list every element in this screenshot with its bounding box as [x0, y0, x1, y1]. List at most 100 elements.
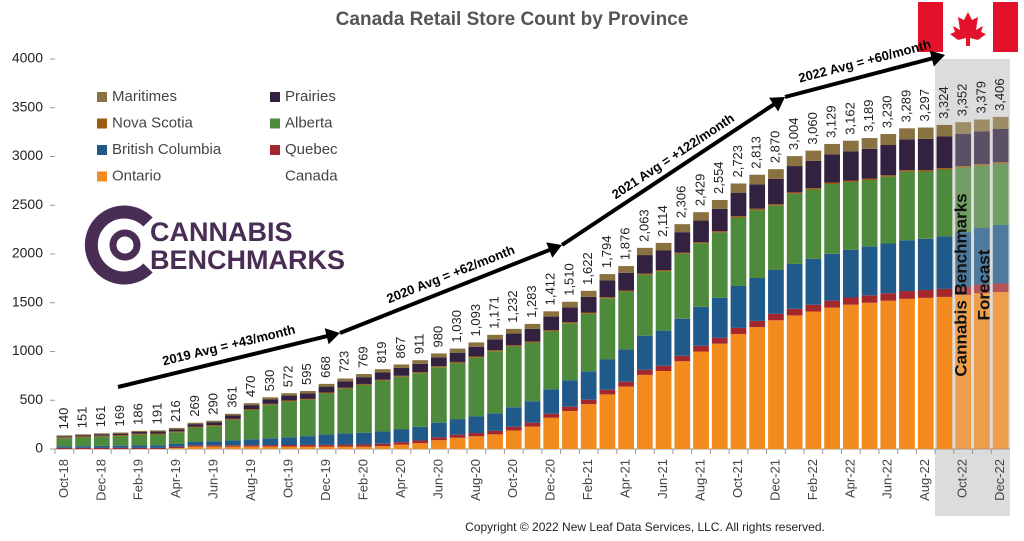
bar-segment	[412, 360, 429, 364]
total-label: 2,429	[692, 174, 707, 207]
bar-segment	[824, 182, 840, 184]
bar-segment	[150, 445, 166, 448]
bar-segment	[131, 430, 148, 433]
total-label: 151	[75, 407, 90, 429]
bar-segment	[974, 228, 990, 285]
bar-segment	[168, 432, 185, 444]
y-tick-label: 2500	[12, 196, 43, 212]
bar-segment	[636, 374, 653, 449]
bar-segment	[206, 425, 223, 427]
bar-segment	[112, 435, 129, 437]
total-label: 169	[112, 405, 127, 427]
bar-segment	[618, 291, 634, 350]
bar-segment	[412, 363, 429, 373]
bar-segment	[262, 399, 279, 404]
bar-segment	[131, 447, 148, 449]
bar-segment	[899, 291, 915, 299]
legend-label: Prairies	[285, 88, 336, 105]
bar-segment	[955, 294, 972, 449]
forecast-label: Cannabis Benchmarks	[951, 193, 970, 376]
bar-segment	[861, 148, 878, 179]
total-label: 572	[281, 366, 296, 388]
bar-segment	[955, 167, 972, 233]
bar-segment	[580, 371, 597, 400]
total-label: 3,060	[805, 112, 820, 145]
bar-segment	[599, 274, 616, 281]
bar-segment	[674, 253, 691, 319]
bar-segment	[861, 138, 878, 149]
bar-segment	[225, 446, 241, 449]
logo-text: BENCHMARKS	[150, 245, 345, 275]
total-label: 1,283	[524, 285, 539, 318]
total-label: 3,406	[992, 78, 1007, 111]
bar-segment	[861, 302, 878, 449]
bar-segment	[974, 131, 990, 165]
bar-segment	[93, 445, 110, 448]
annotation: 2022 Avg = +60/month	[797, 36, 933, 85]
bar-segment	[711, 232, 728, 298]
bar-segment	[262, 397, 279, 400]
chart-title: Canada Retail Store Count by Province	[336, 9, 689, 30]
bar-segment	[524, 328, 541, 342]
bar-segment	[374, 379, 391, 381]
bar-segment	[992, 283, 1009, 293]
bar-segment	[449, 348, 466, 353]
bar-segment	[393, 367, 410, 376]
bar-segment	[93, 433, 110, 435]
x-tick-label: Feb-21	[580, 459, 595, 500]
bar-segment	[187, 446, 204, 449]
bar-segment	[206, 422, 223, 426]
bar-segment	[842, 249, 859, 298]
bar-segment	[318, 393, 335, 435]
bar-segment	[786, 166, 803, 193]
bar-segment	[449, 363, 466, 420]
x-tick-label: Jun-21	[655, 459, 670, 499]
bar-segment	[917, 289, 934, 298]
x-tick-label: Jun-19	[206, 459, 221, 499]
total-label: 723	[337, 351, 352, 373]
bar-segment	[281, 393, 297, 396]
total-label: 530	[262, 370, 277, 392]
bar-segment	[56, 447, 73, 449]
bar-segment	[112, 447, 129, 449]
bar-segment	[674, 361, 691, 449]
legend-label: British Columbia	[112, 141, 222, 158]
bar-segment	[468, 436, 485, 449]
bar-segment	[880, 134, 897, 145]
bar-segment	[356, 377, 372, 384]
bar-segment	[412, 372, 429, 374]
bar-segment	[899, 170, 915, 172]
bar-segment	[955, 232, 972, 287]
bar-segment	[899, 171, 915, 241]
total-label: 3,004	[786, 118, 801, 151]
x-tick-label: Dec-18	[93, 459, 108, 501]
x-tick-label: Apr-21	[618, 459, 633, 498]
bar-segment	[805, 258, 822, 305]
bar-segment	[974, 165, 990, 229]
bar-segment	[936, 288, 953, 297]
bar-segment	[225, 413, 241, 416]
bar-segment	[786, 263, 803, 309]
bar-segment	[431, 366, 447, 368]
y-tick-label: 1000	[12, 342, 43, 358]
legend-label: Maritimes	[112, 88, 177, 105]
trend-arrow	[117, 333, 331, 389]
total-label: 2,813	[749, 136, 764, 169]
bar-segment	[768, 204, 784, 206]
bar-segment	[730, 216, 747, 218]
bar-segment	[992, 163, 1009, 225]
bar-segment	[824, 307, 840, 449]
bar-segment	[112, 436, 129, 446]
bar-segment	[75, 447, 91, 449]
total-label: 191	[149, 403, 164, 425]
copyright: Copyright © 2022 New Leaf Data Services,…	[465, 520, 825, 534]
bar-segment	[356, 384, 372, 433]
bar-segment	[356, 446, 372, 449]
x-tick-label: Feb-22	[805, 459, 820, 500]
total-label: 3,289	[898, 90, 913, 123]
bar-segment	[337, 444, 354, 447]
bar-segment	[693, 306, 709, 346]
bar-segment	[524, 323, 541, 329]
x-tick-label: Aug-21	[692, 459, 707, 501]
bar-segment	[225, 445, 241, 447]
